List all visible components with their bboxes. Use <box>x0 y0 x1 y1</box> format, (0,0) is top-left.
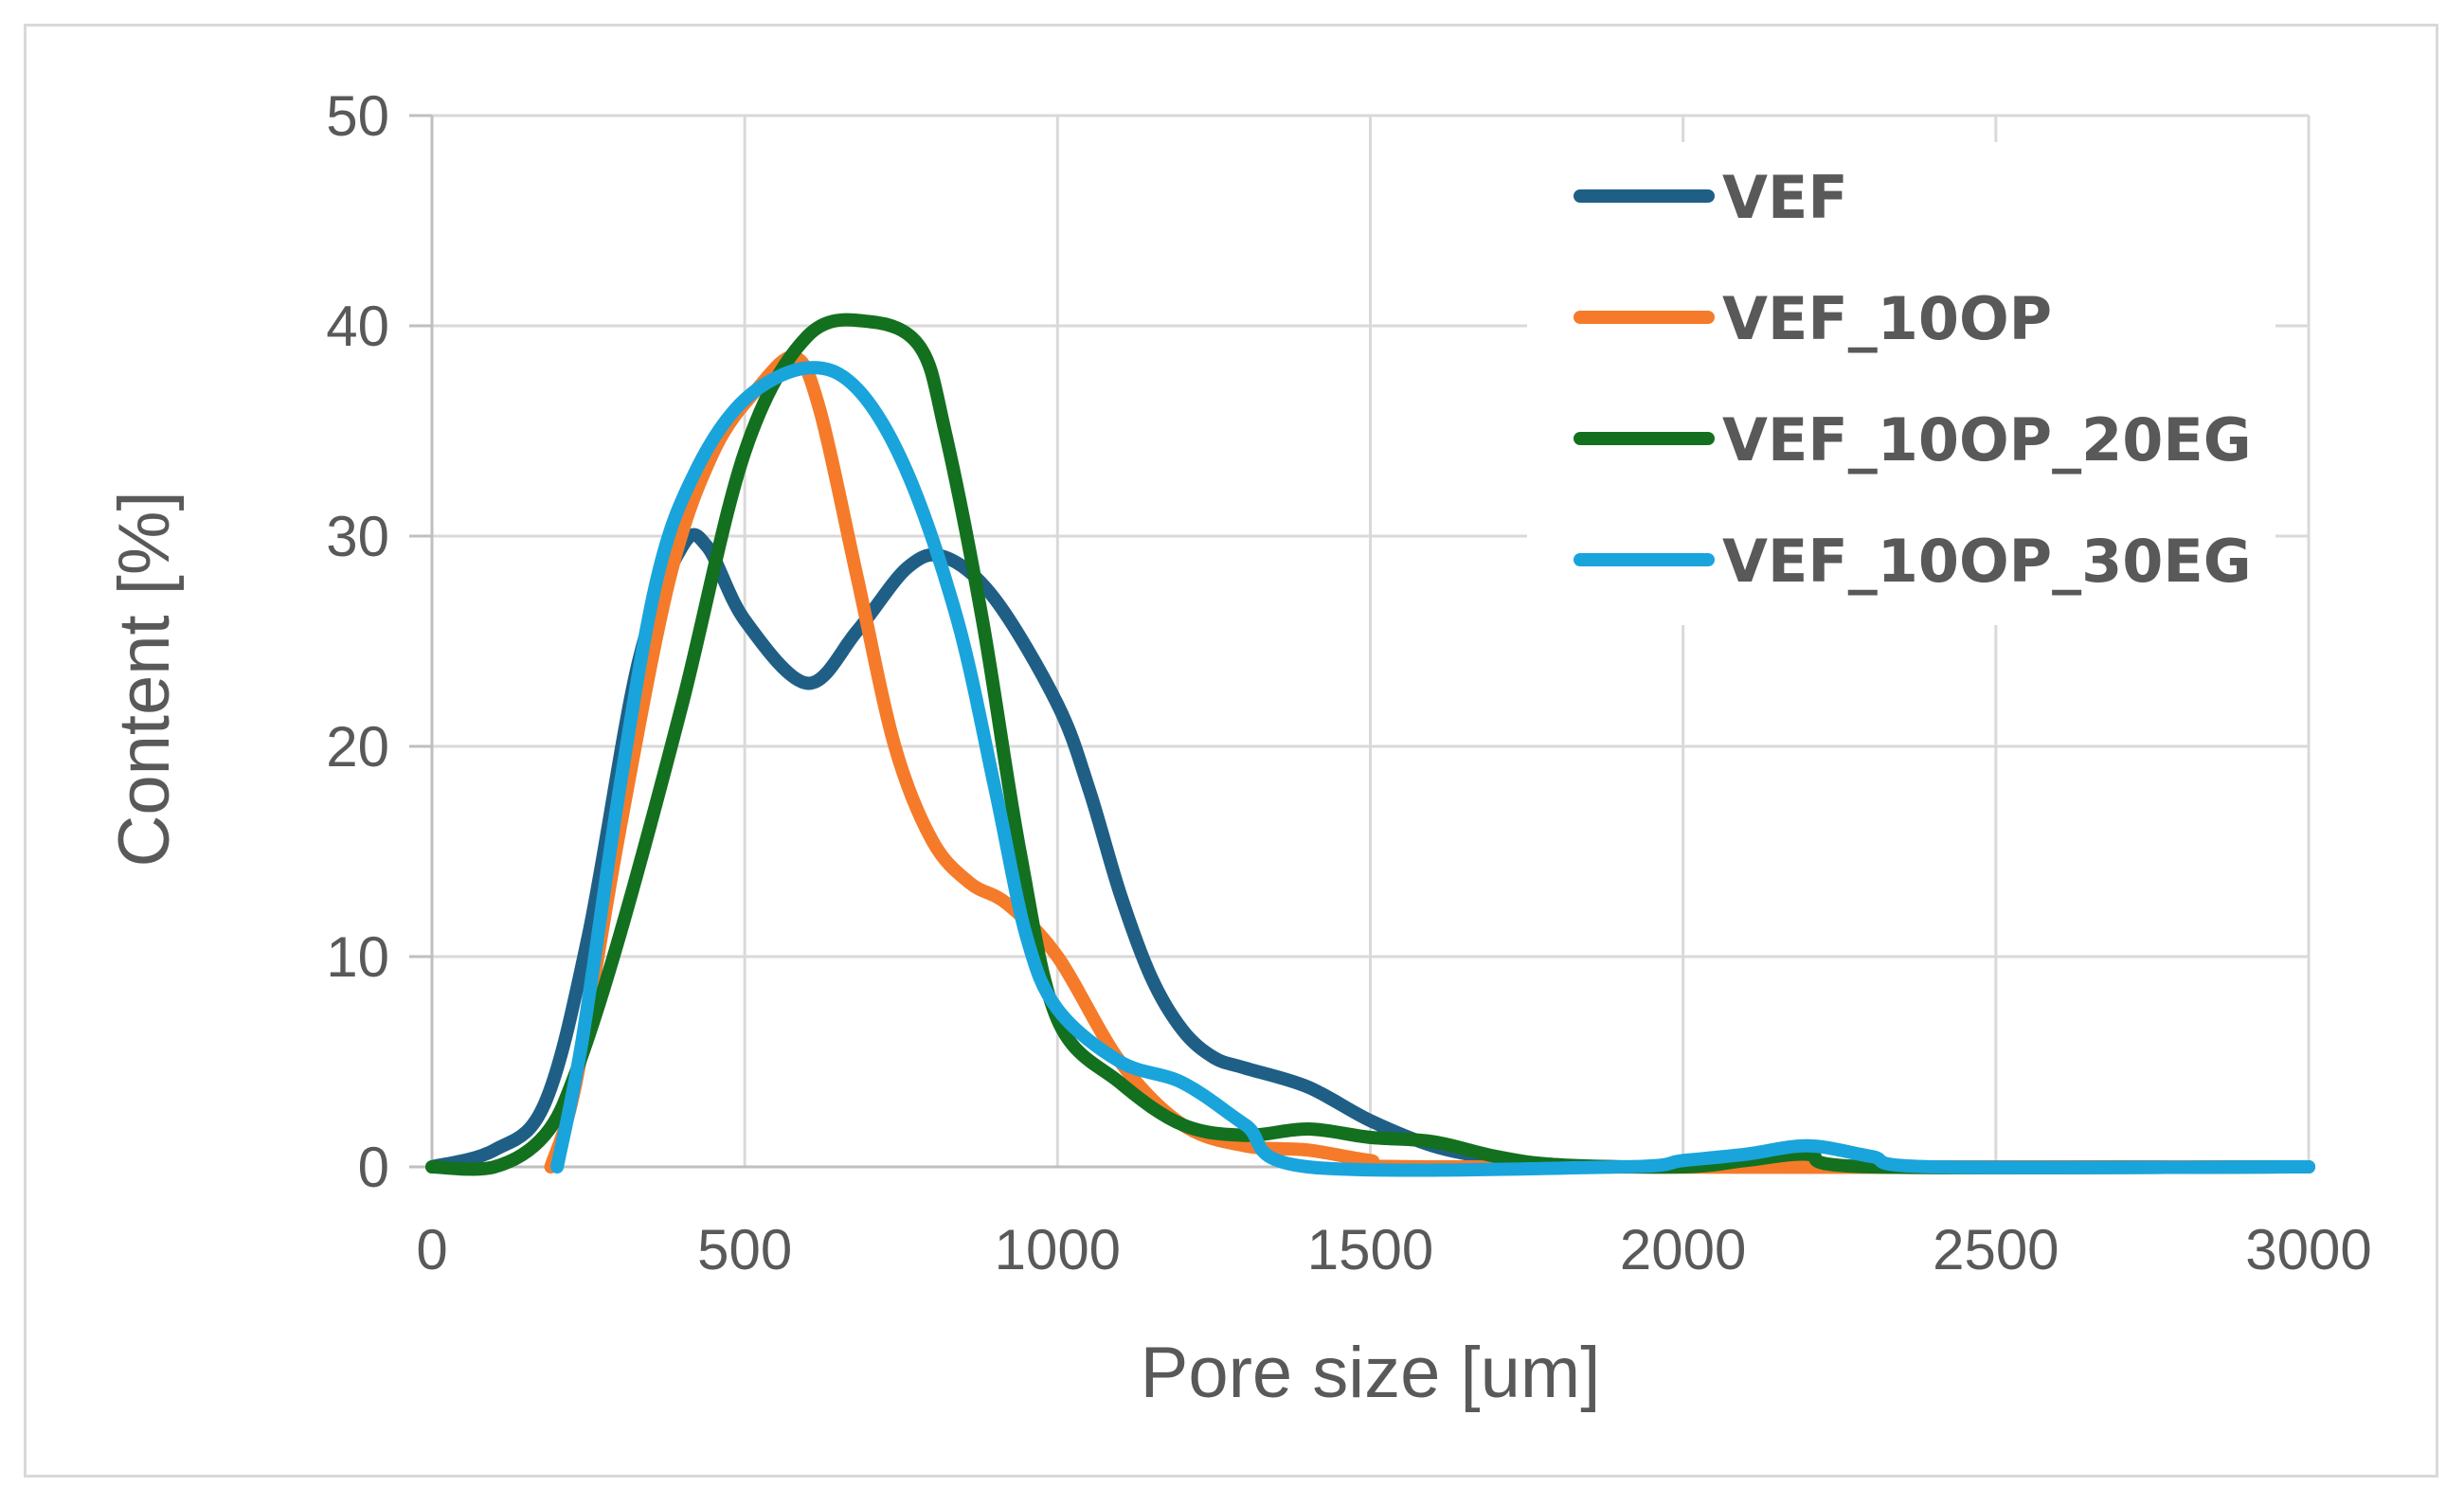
x-tick-label: 500 <box>697 1218 792 1281</box>
x-tick-label: 3000 <box>2245 1218 2371 1281</box>
legend-label-vef-10op: VEF_10OP <box>1722 284 2052 353</box>
series-line-vef-10op-30eg <box>550 361 2315 1177</box>
series-line-vef-10op-20eg <box>425 313 2315 1176</box>
series-line-vef-10op <box>544 350 2315 1174</box>
legend-background <box>1527 142 2275 625</box>
y-tick-label: 0 <box>358 1136 389 1199</box>
legend: VEF VEF_10OP VEF_10OP_20EG VEF_10OP_30EG <box>1527 142 2275 625</box>
x-tick-label: 1500 <box>1307 1218 1433 1281</box>
legend-label-vef: VEF <box>1722 163 1848 232</box>
y-axis-title: Content [%] <box>104 491 185 867</box>
x-tick-label: 0 <box>416 1218 447 1281</box>
y-tick-label: 40 <box>326 295 389 358</box>
x-tick-label: 2500 <box>1933 1218 2059 1281</box>
legend-label-vef-10op-20eg: VEF_10OP_20EG <box>1722 405 2252 475</box>
series-lines <box>425 313 2315 1177</box>
y-tick-label: 20 <box>326 715 389 779</box>
x-tick-label: 1000 <box>995 1218 1121 1281</box>
x-tick-label: 2000 <box>1620 1218 1746 1281</box>
y-tick-label: 50 <box>326 84 389 148</box>
y-tick-label: 10 <box>326 925 389 989</box>
x-axis-title: Pore size [um] <box>1141 1333 1601 1413</box>
legend-label-vef-10op-30eg: VEF_10OP_30EG <box>1722 527 2252 596</box>
y-tick-label: 30 <box>326 505 389 568</box>
